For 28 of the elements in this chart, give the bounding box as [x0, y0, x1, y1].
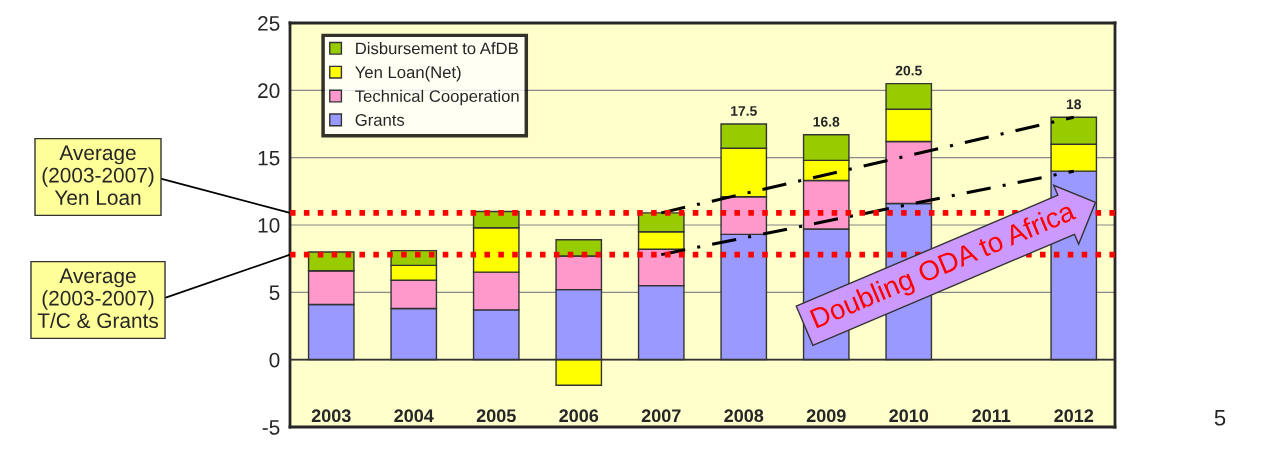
legend-label: Technical Cooperation: [355, 89, 519, 106]
total-label: 18: [1066, 99, 1082, 110]
x-tick-label: 2012: [1054, 409, 1094, 423]
y-tick-label: 10: [258, 218, 280, 233]
total-label: 20.5: [895, 65, 922, 76]
y-tick-label: -5: [262, 420, 280, 435]
x-tick-label: 2009: [806, 409, 846, 423]
ref-line-label: Average (2003-2007) T/C & Grants: [37, 268, 159, 329]
y-tick-label: 20: [258, 83, 280, 99]
x-tick-label: 2006: [559, 409, 599, 423]
x-tick-label: 2008: [724, 409, 764, 423]
x-tick-label: 2004: [394, 409, 434, 423]
x-tick-label: 2011: [972, 409, 1011, 423]
legend-label: Disbursement to AfDB: [356, 42, 518, 55]
x-tick-label: 2003: [311, 409, 351, 423]
text: 5: [1214, 410, 1226, 426]
y-tick-label: 15: [258, 150, 280, 166]
y-tick-label: 25: [258, 16, 280, 31]
y-tick-label: 5: [269, 285, 280, 301]
ref-line-label: Average (2003-2007) Yen Loan: [42, 145, 154, 206]
legend-label: Grants: [355, 114, 405, 126]
x-tick-label: 2005: [476, 409, 516, 423]
x-tick-label: 2010: [889, 409, 929, 423]
y-tick-label: 0: [269, 352, 280, 368]
total-label: 16.8: [813, 116, 840, 127]
x-tick-label: 2007: [641, 409, 681, 423]
legend-label: Yen Loan(Net): [355, 65, 461, 82]
total-label: 17.5: [731, 106, 757, 116]
